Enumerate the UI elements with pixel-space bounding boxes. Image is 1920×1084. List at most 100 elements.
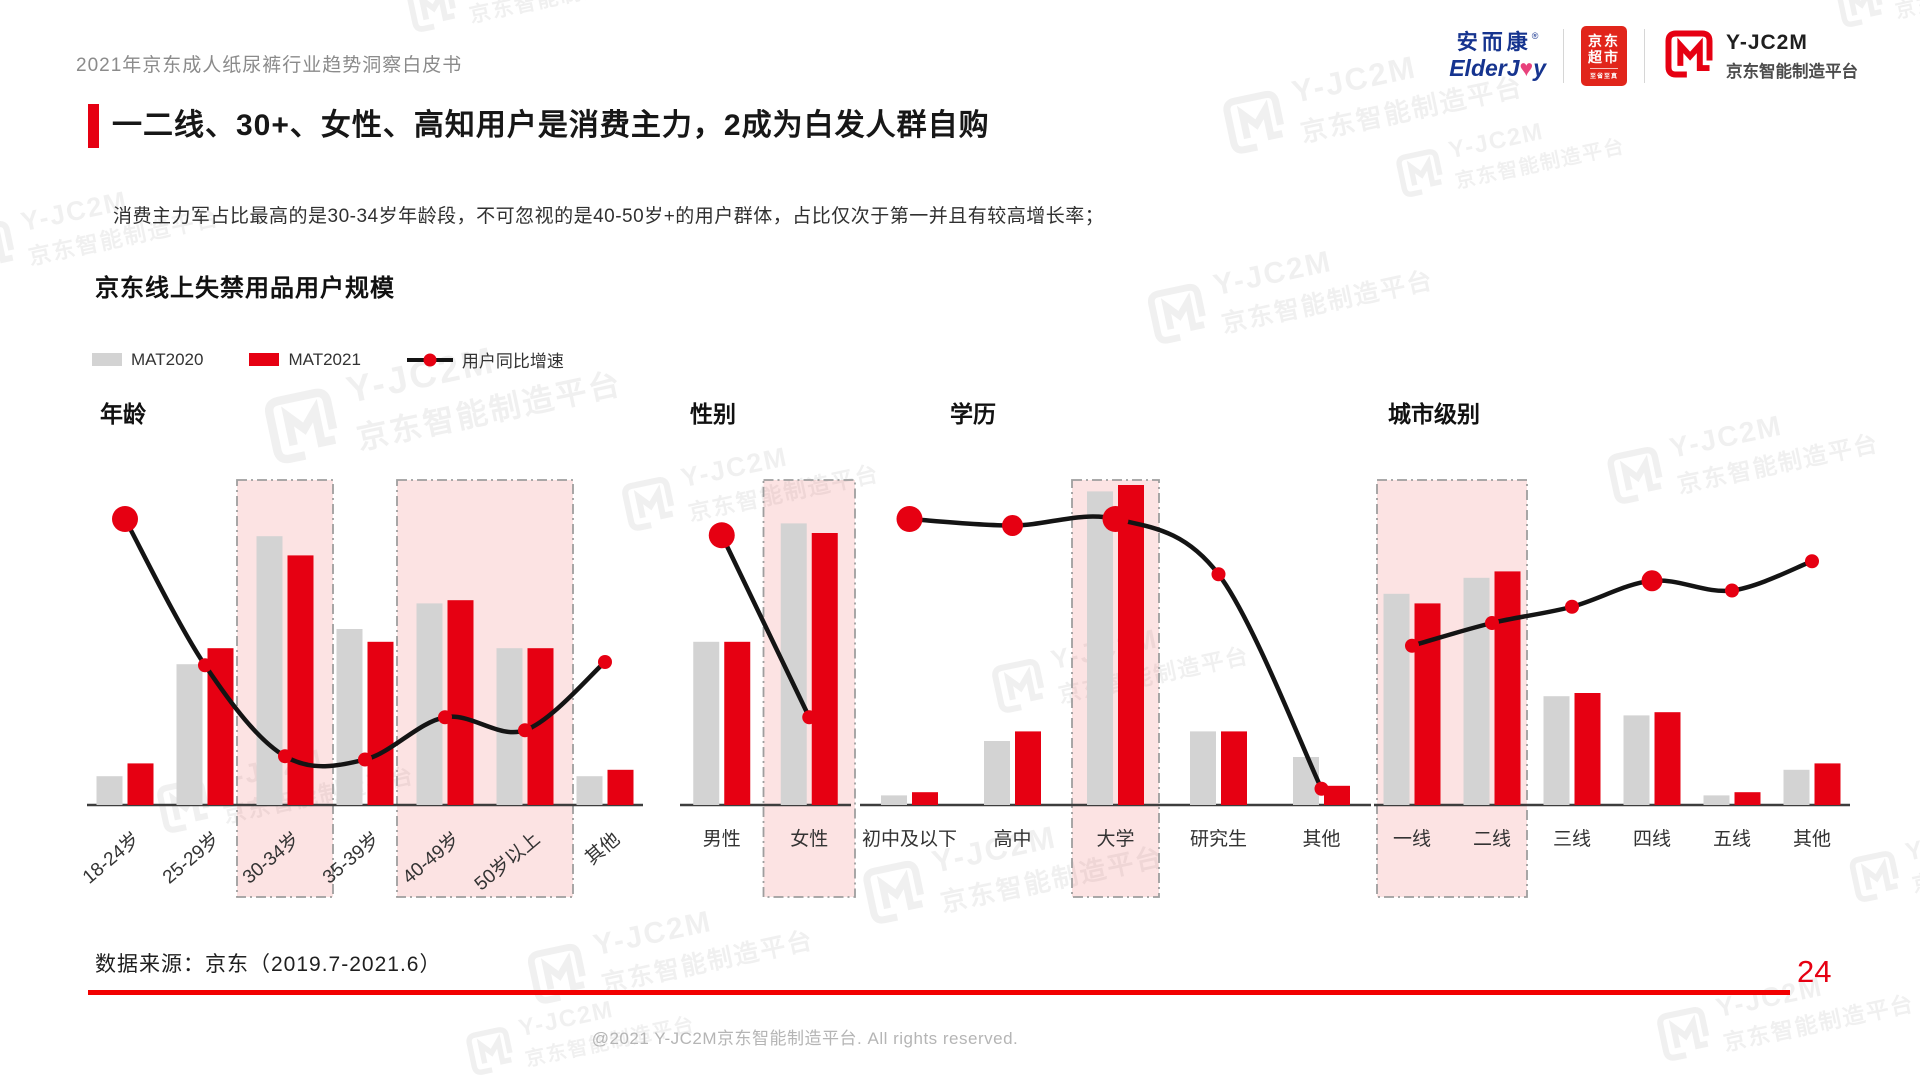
legend-item-mat2020: MAT2020 [92, 350, 203, 370]
chart-legend: MAT2020 MAT2021 用户同比增速 [92, 347, 564, 372]
growth-dot [358, 752, 372, 767]
charts-canvas: 18-24岁 25-29岁 30-34岁 35-39岁 40-49岁 50岁以上 其他年龄男… [78, 401, 1850, 898]
growth-dot [896, 506, 923, 532]
bar-mat2020 [256, 536, 283, 805]
bar-mat2021 [1574, 693, 1601, 805]
growth-dot [1641, 570, 1663, 592]
chart-group-title: 城市级别 [1388, 401, 1480, 427]
bar-mat2020 [1543, 696, 1570, 805]
bar-mat2020 [176, 664, 203, 805]
bar-mat2021 [287, 555, 314, 805]
data-source: 数据来源：京东（2019.7-2021.6） [95, 953, 442, 976]
chart-group-title: 性别 [690, 401, 736, 427]
growth-dot [1485, 616, 1499, 630]
growth-line [1409, 559, 1815, 648]
elderjoy-en-text: ElderJ♥y [1449, 55, 1546, 81]
growth-dot [1405, 638, 1419, 653]
growth-dot [1102, 506, 1129, 532]
bar-mat2021 [1324, 785, 1350, 805]
bar-mat2021 [1118, 485, 1144, 805]
yjc2m-logo: Y-JC2M 京东智能制造平台 [1662, 27, 1858, 86]
bar-mat2020 [96, 776, 123, 805]
bar-mat2021 [811, 533, 838, 805]
bar-mat2020 [693, 641, 720, 805]
growth-dot [1725, 583, 1739, 598]
growth-dot [1565, 599, 1579, 614]
growth-dot [518, 723, 532, 738]
logo-divider [1644, 29, 1645, 83]
bar-mat2021 [367, 641, 394, 805]
chart-group-title: 年龄 [100, 401, 147, 427]
category-label: 女性 [790, 828, 828, 850]
legend-item-mat2021: MAT2021 [249, 349, 361, 370]
category-label: 25-29岁 [158, 828, 224, 888]
growth-dot [1314, 781, 1329, 796]
growth-line [907, 514, 1324, 791]
yjc2m-subtitle: 京东智能制造平台 [1726, 62, 1858, 81]
elderjoy-logo: 安而康® ElderJ♥y [1449, 32, 1546, 80]
legend-label: MAT2021 [288, 349, 361, 369]
category-label: 三线 [1553, 828, 1591, 850]
category-label: 五线 [1713, 828, 1751, 850]
watermark: Y-JC2M京东智能制造平台 [400, 0, 652, 42]
growth-dot [438, 710, 452, 725]
category-label: 研究生 [1190, 828, 1247, 850]
bar-mat2021 [447, 600, 474, 805]
category-label: 男性 [703, 828, 741, 850]
category-label: 其他 [1302, 828, 1340, 850]
yjc2m-name: Y-JC2M [1726, 30, 1808, 54]
footer-divider-line [88, 990, 1790, 995]
highlight-region [762, 479, 856, 898]
category-label: 18-24岁 [78, 828, 144, 888]
category-label: 高中 [993, 828, 1031, 850]
jd-supermarket-logo: 京东 超市 至省至真 [1581, 26, 1627, 86]
growth-dot [1805, 554, 1819, 569]
category-label: 一线 [1393, 828, 1431, 850]
bar-mat2020 [496, 648, 523, 805]
bar-mat2020 [1463, 577, 1490, 805]
growth-dot [278, 749, 292, 764]
chart-group-title: 学历 [950, 401, 996, 427]
growth-dot [598, 655, 612, 669]
category-label: 大学 [1096, 828, 1134, 850]
growth-dot [802, 710, 817, 725]
legend-swatch-mat2021 [249, 353, 280, 366]
bar-mat2020 [1293, 757, 1319, 805]
yjc2m-mark-icon [1662, 27, 1716, 86]
bar-mat2021 [127, 763, 154, 805]
bar-mat2020 [1703, 795, 1730, 805]
logo-divider [1563, 29, 1564, 83]
elderjoy-cn-text: 安而康 [1456, 31, 1532, 54]
section-title: 京东线上失禁用品用户规模 [95, 275, 395, 302]
page-number: 24 [1797, 954, 1832, 989]
growth-line [719, 533, 812, 720]
copyright-text: @2021 Y-JC2M京东智能制造平台. All rights reserve… [591, 1029, 1019, 1048]
highlight-region [1071, 479, 1160, 898]
bar-mat2020 [1783, 769, 1810, 805]
bar-mat2021 [912, 792, 938, 805]
bar-mat2020 [1087, 491, 1113, 805]
bar-mat2021 [724, 641, 751, 805]
bar-mat2021 [1221, 731, 1247, 805]
bar-mat2021 [1494, 571, 1521, 805]
bar-mat2020 [1190, 731, 1216, 805]
growth-dot [112, 506, 138, 532]
bar-mat2020 [1383, 593, 1410, 805]
bar-mat2020 [576, 776, 603, 805]
bar-mat2020 [881, 795, 907, 805]
doc-title: 2021年京东成人纸尿裤行业趋势洞察白皮书 [76, 55, 463, 76]
heart-icon: ♥ [1519, 55, 1534, 81]
category-label: 二线 [1473, 828, 1511, 850]
page-heading: 一二线、30+、女性、高知用户是消费主力，2成为白发人群自购 [112, 109, 990, 142]
bar-mat2021 [1734, 792, 1761, 805]
legend-label: 用户同比增速 [461, 352, 564, 371]
logo-strip: 安而康® ElderJ♥y 京东 超市 至省至真 Y-JC2M 京东智能制造平台 [1449, 26, 1858, 86]
bar-mat2020 [984, 741, 1010, 805]
bar-mat2021 [1015, 731, 1041, 805]
bar-mat2020 [416, 603, 443, 805]
bar-mat2021 [607, 769, 634, 805]
